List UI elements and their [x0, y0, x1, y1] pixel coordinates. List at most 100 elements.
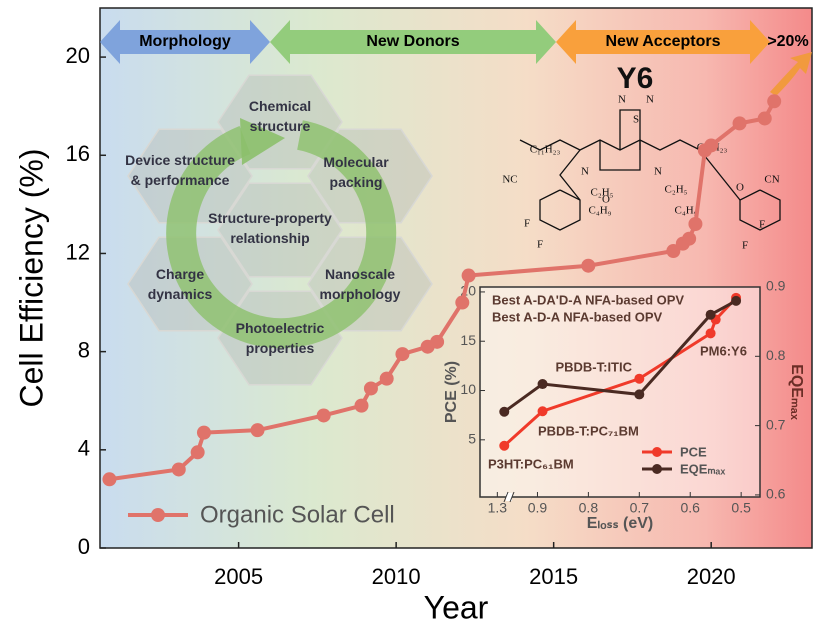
axis-break — [503, 491, 509, 503]
y-axis-title: PCE (%) — [443, 361, 460, 423]
data-point — [461, 268, 476, 283]
data-point — [581, 258, 596, 273]
y-tick-label: 15 — [460, 332, 476, 348]
molecule-label: N — [581, 166, 589, 178]
era-label: Morphology — [139, 33, 231, 50]
x-tick-label: 0.9 — [528, 500, 548, 516]
hexagon — [217, 182, 343, 278]
molecule-label: C₁₁H₂₃ — [530, 144, 561, 156]
x-axis-title: Eₗₒₛₛ (eV) — [587, 515, 654, 532]
legend-marker — [151, 508, 165, 522]
molecule-label: C₄H₉ — [589, 205, 612, 217]
axis-break — [506, 493, 512, 501]
era-arrow — [770, 52, 812, 96]
molecule-label: N — [654, 166, 662, 178]
data-point — [688, 217, 703, 231]
era-label: New Donors — [366, 33, 459, 50]
y2-axis-title: EQEₘₐₓ — [788, 364, 805, 420]
x-tick-label: 2015 — [529, 564, 578, 589]
data-point — [430, 334, 445, 349]
data-point — [455, 295, 470, 310]
data-point — [757, 111, 772, 126]
data-point — [354, 398, 369, 413]
y2-tick-label: 0.7 — [766, 416, 786, 432]
molecule-label: F — [537, 239, 543, 251]
y2-tick-label: 0.9 — [766, 278, 786, 294]
era-arrow — [100, 20, 270, 64]
legend-marker — [652, 464, 662, 474]
x-tick-label: 2020 — [687, 564, 736, 589]
molecule-label: NC — [502, 174, 517, 186]
y-tick-label: 5 — [468, 431, 476, 447]
data-point — [171, 462, 186, 477]
annotation: P3HT:PC₆₁BM — [488, 456, 574, 471]
data-point — [705, 309, 716, 320]
data-point — [537, 406, 548, 417]
data-point — [379, 371, 394, 386]
era-label: >20% — [767, 33, 808, 50]
cycle-text: Nanoscale morphology — [320, 266, 401, 302]
cycle-text: Charge dynamics — [148, 266, 213, 302]
x-tick-label: 0.5 — [731, 500, 751, 516]
y2-tick-label: 0.6 — [766, 486, 786, 502]
x-tick-label: 2005 — [214, 564, 263, 589]
era-arrow — [270, 20, 556, 64]
molecule-name: Y6 — [617, 62, 654, 95]
data-point — [634, 389, 645, 400]
legend-label: EQEₘₐₓ — [680, 461, 725, 476]
axis-break — [509, 491, 515, 503]
data-point — [767, 94, 782, 109]
data-point — [196, 425, 211, 440]
molecule-label: CN — [764, 174, 779, 186]
molecule-label: F — [524, 218, 530, 230]
data-point — [316, 408, 331, 423]
plot-frame — [99, 7, 813, 549]
data-point — [102, 472, 117, 487]
y2-tick-label: 0.8 — [766, 347, 786, 363]
x-tick-label: 0.6 — [680, 500, 700, 516]
data-point — [499, 440, 510, 451]
cycle-text: Device structure & performance — [125, 152, 235, 188]
x-tick-label: 2010 — [372, 564, 421, 589]
data-point — [732, 116, 747, 131]
era-label: New Acceptors — [606, 33, 721, 50]
annotation: PBDB-T:ITIC — [555, 359, 632, 374]
molecule-label: C₄H₉ — [675, 205, 698, 217]
molecule-label: O — [602, 194, 610, 206]
data-point — [731, 295, 742, 306]
legend-marker — [652, 447, 662, 457]
y-tick-label: 4 — [78, 436, 90, 461]
y-tick-label: 0 — [78, 534, 90, 559]
data-point — [537, 379, 548, 390]
molecule-label: C₂H₅ — [591, 187, 614, 199]
y-tick-label: 8 — [78, 337, 90, 362]
data-point — [704, 138, 719, 153]
molecule-label: O — [736, 182, 744, 194]
legend-label: PCE — [680, 444, 707, 459]
molecule-label: C₂H₅ — [665, 184, 688, 196]
x-tick-label: 0.8 — [579, 500, 599, 516]
x-tick-label: 1.3 — [488, 500, 508, 516]
cycle-text: Chemical structure — [249, 98, 311, 134]
y-tick-label: 16 — [66, 141, 90, 166]
data-point — [666, 244, 681, 258]
plot-background — [100, 8, 812, 548]
cycle-text: Photoelectric properties — [236, 320, 325, 356]
cycle-text: Structure-property relationship — [208, 210, 332, 246]
x-tick-label: 0.7 — [630, 500, 650, 516]
y-tick-label: 12 — [66, 239, 90, 264]
molecule-label: F — [742, 240, 748, 252]
annotation: PM6:Y6 — [700, 343, 747, 358]
data-point — [499, 406, 510, 417]
data-point — [682, 231, 697, 246]
data-point — [634, 373, 645, 384]
data-point — [190, 445, 205, 460]
era-arrow — [556, 20, 770, 64]
x-axis-title: Year — [424, 589, 489, 625]
y-tick-label: 20 — [66, 43, 90, 68]
y-tick-label: 10 — [460, 381, 476, 397]
legend-label: Organic Solar Cell — [200, 501, 395, 528]
data-point — [363, 381, 378, 396]
